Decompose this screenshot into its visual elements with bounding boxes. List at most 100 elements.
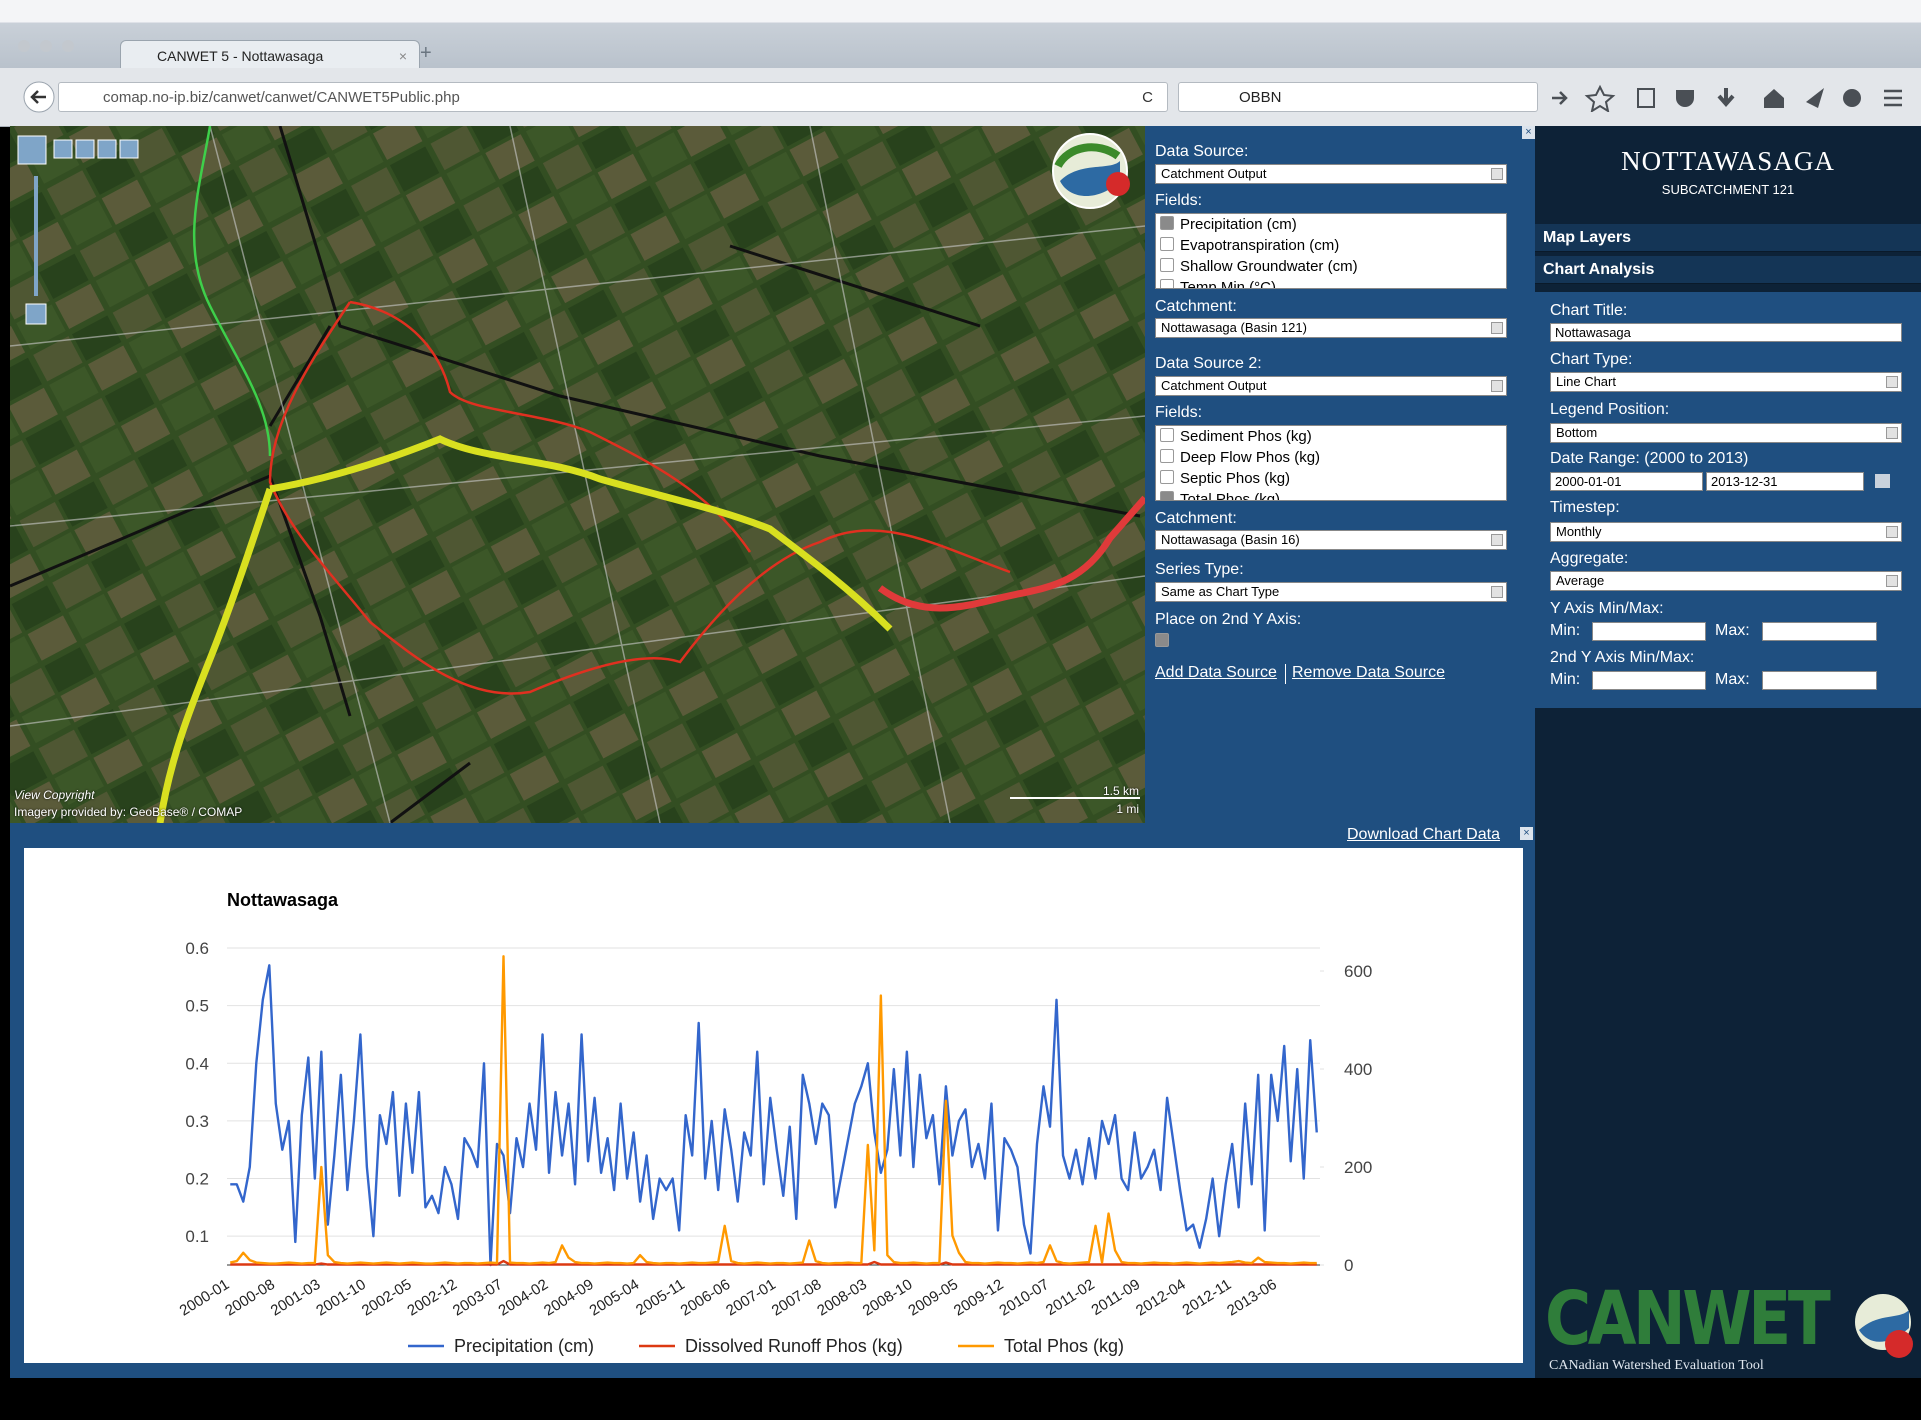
x-tick-label: 2002-05 — [359, 1276, 415, 1320]
y-min-label: Min: — [1550, 621, 1580, 641]
field-option[interactable]: Septic Phos (kg) — [1156, 468, 1506, 489]
scale-mi: 1 mi — [1116, 802, 1139, 816]
catchment-label: Catchment: — [1155, 297, 1237, 317]
x-tick-label: 2006-06 — [678, 1276, 734, 1320]
second-axis-checkbox[interactable] — [1155, 633, 1169, 647]
y-axis-label: Y Axis Min/Max: — [1550, 599, 1664, 619]
field-name: Temp Min (°C) — [1180, 279, 1276, 289]
x-tick-label: 2010-07 — [996, 1276, 1052, 1320]
chart-analysis-section[interactable]: Chart Analysis — [1535, 256, 1921, 284]
fields-list[interactable]: Precipitation (cm) Evapotranspiration (cm… — [1155, 213, 1507, 289]
chart: Nottawasaga 0.10.20.30.40.50.60200400600… — [24, 848, 1523, 1363]
series-type-select[interactable]: Same as Chart Type — [1155, 582, 1507, 602]
y-min-input[interactable] — [1592, 622, 1706, 641]
calendar-button[interactable] — [1875, 474, 1890, 488]
timestep-select[interactable]: Monthly — [1550, 522, 1902, 542]
field-checkbox[interactable] — [1160, 491, 1174, 501]
new-tab[interactable]: + — [420, 42, 432, 65]
window-buttons — [16, 36, 86, 56]
field-option[interactable]: Total Phos (kg) — [1156, 489, 1506, 501]
field-name: Precipitation (cm) — [1180, 216, 1297, 233]
second-axis-label: Place on 2nd Y Axis: — [1155, 610, 1301, 630]
field-option[interactable]: Precipitation (cm) — [1156, 214, 1506, 235]
fields-list[interactable]: Sediment Phos (kg) Deep Flow Phos (kg) Sep… — [1155, 425, 1507, 501]
data-source-select[interactable]: Catchment Output — [1155, 376, 1507, 396]
remove-data-source[interactable]: Remove Data Source — [1292, 664, 1445, 682]
date-start-input[interactable]: 2000-01-01 — [1550, 472, 1703, 491]
catchment-select[interactable]: Nottawasaga (Basin 121) — [1155, 318, 1507, 338]
map[interactable]: View Copyright Imagery provided by: GeoB… — [10, 126, 1145, 823]
x-tick-label: 2001-10 — [313, 1276, 369, 1320]
catchment-select[interactable]: Nottawasaga (Basin 16) — [1155, 530, 1507, 550]
chart-type-label: Chart Type: — [1550, 350, 1632, 370]
y2-max-input[interactable] — [1762, 671, 1877, 690]
search-text: OBBN — [1239, 89, 1282, 106]
link-separator — [1285, 664, 1286, 684]
chart-title-input[interactable]: Nottawasaga — [1550, 323, 1902, 342]
logo-caption: CANadian Watershed Evaluation Tool — [1549, 1358, 1764, 1374]
download-chart-data[interactable]: Download Chart Data — [1347, 826, 1500, 844]
chart-panel: Download Chart Data × Nottawasaga 0.10.2… — [10, 823, 1535, 1378]
chart-title-label: Chart Title: — [1550, 301, 1627, 321]
x-tick-label: 2007-01 — [723, 1276, 779, 1320]
map-layers-section[interactable]: Map Layers — [1535, 224, 1921, 252]
field-checkbox[interactable] — [1160, 470, 1174, 484]
field-name: Deep Flow Phos (kg) — [1180, 449, 1320, 466]
add-data-source[interactable]: Add Data Source — [1155, 664, 1277, 682]
field-checkbox[interactable] — [1160, 449, 1174, 463]
y-max-input[interactable] — [1762, 622, 1877, 641]
y2-min-label: Min: — [1550, 670, 1580, 690]
url-bar: comap.no-ip.biz/canwet/canwet/CANWET5Pub… — [0, 68, 1921, 127]
field-checkbox[interactable] — [1160, 428, 1174, 442]
page: CANWET 5 html, body { margin: 0; padding… — [0, 0, 1921, 1420]
map-imagery — [10, 126, 1145, 823]
x-tick-label: 2005-11 — [633, 1276, 688, 1319]
date-end-input[interactable]: 2013-12-31 — [1706, 472, 1864, 491]
y2-tick-label: 0 — [1344, 1256, 1353, 1275]
x-tick-label: 2000-01 — [177, 1276, 233, 1320]
x-tick-label: 2008-10 — [860, 1276, 916, 1320]
x-tick-label: 2013-06 — [1224, 1276, 1280, 1320]
x-tick-label: 2000-08 — [222, 1276, 278, 1320]
chart-type-select[interactable]: Line Chart — [1550, 372, 1902, 392]
search-input[interactable]: OBBN — [1178, 82, 1538, 112]
field-checkbox[interactable] — [1160, 237, 1174, 251]
tab[interactable]: CANWET 5 - Nottawasaga× — [120, 40, 420, 70]
legend-select[interactable]: Bottom — [1550, 423, 1902, 443]
logo-emblem — [1853, 1286, 1917, 1366]
aggregate-select[interactable]: Average — [1550, 571, 1902, 591]
y-max-label: Max: — [1715, 621, 1750, 641]
y-tick-label: 0.6 — [185, 939, 209, 958]
field-option[interactable]: Sediment Phos (kg) — [1156, 426, 1506, 447]
field-name: Septic Phos (kg) — [1180, 470, 1290, 487]
tab-close[interactable]: × — [399, 41, 407, 71]
x-tick-label: 2005-04 — [587, 1276, 643, 1320]
back-button[interactable] — [22, 80, 56, 114]
fields-label: Fields: — [1155, 403, 1202, 423]
close-chart[interactable]: × — [1520, 827, 1533, 840]
scale-km: 1.5 km — [1103, 784, 1139, 798]
aggregate-label: Aggregate: — [1550, 549, 1628, 569]
y-tick-label: 0.3 — [185, 1112, 209, 1131]
chart-title: Nottawasaga — [227, 890, 339, 910]
close-panel[interactable]: × — [1522, 126, 1535, 139]
url-input[interactable]: comap.no-ip.biz/canwet/canwet/CANWET5Pub… — [58, 82, 1168, 112]
x-tick-label: 2012-11 — [1180, 1276, 1235, 1319]
legend-label: Legend Position: — [1550, 400, 1669, 420]
x-tick-label: 2011-09 — [1088, 1276, 1143, 1319]
field-checkbox[interactable] — [1160, 279, 1174, 289]
x-tick-label: 2007-08 — [769, 1276, 825, 1320]
y2-min-input[interactable] — [1592, 671, 1706, 690]
x-tick-label: 2008-03 — [814, 1276, 870, 1320]
field-option[interactable]: Evapotranspiration (cm) — [1156, 235, 1506, 256]
field-checkbox[interactable] — [1160, 258, 1174, 272]
field-name: Total Phos (kg) — [1180, 491, 1280, 501]
map-copyright[interactable]: View Copyright — [14, 788, 94, 802]
field-option[interactable]: Shallow Groundwater (cm) — [1156, 256, 1506, 277]
field-checkbox[interactable] — [1160, 216, 1174, 230]
series-line — [230, 965, 1317, 1265]
data-source-select[interactable]: Catchment Output — [1155, 164, 1507, 184]
field-option[interactable]: Deep Flow Phos (kg) — [1156, 447, 1506, 468]
field-option[interactable]: Temp Min (°C) — [1156, 277, 1506, 289]
reload[interactable]: C — [1142, 83, 1153, 113]
